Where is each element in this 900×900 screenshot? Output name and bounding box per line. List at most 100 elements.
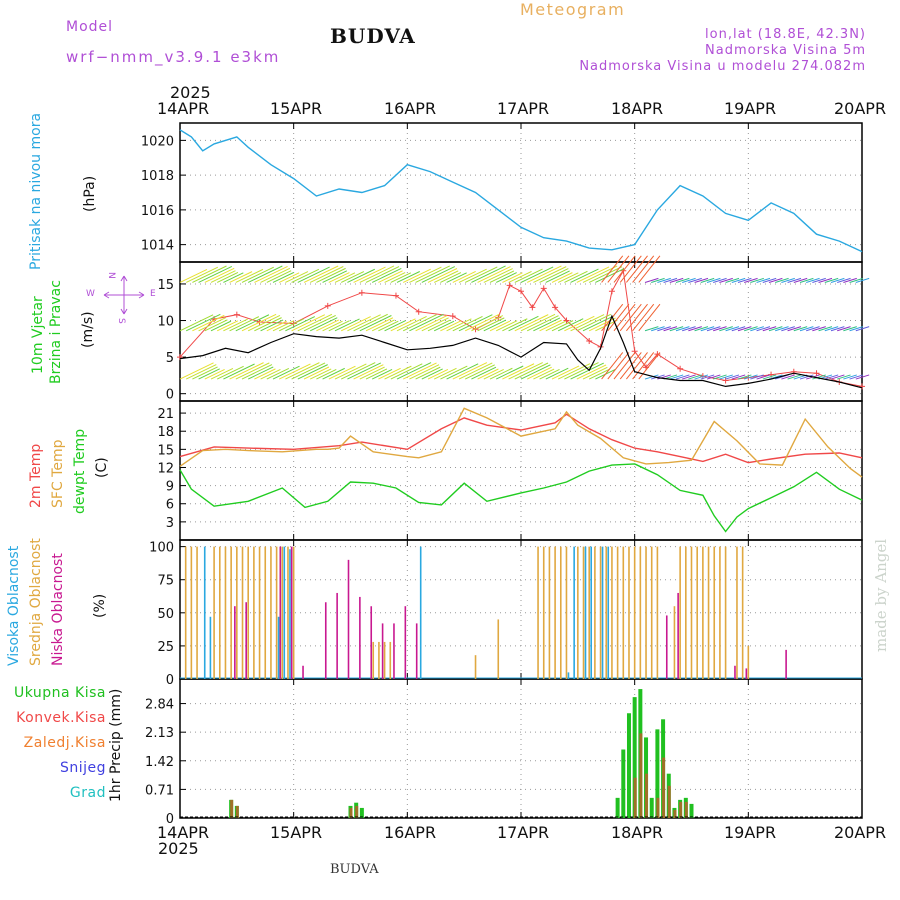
wind-barb [557,272,579,283]
gust-marker [722,377,729,384]
wind-barb [291,362,326,380]
gust-marker [358,289,365,296]
wind-barb [837,326,851,332]
wind-barb [477,266,511,283]
wind-barb [384,365,412,380]
wind-barb [713,277,727,283]
wind-barb [638,255,661,283]
wind-barb [353,364,384,380]
wind-barb [694,374,709,380]
wind-barb [799,374,814,380]
wind-barb [824,326,839,332]
wind-barb [390,318,416,332]
y-tick-label: 100 [149,541,174,556]
wind-barb [526,315,559,332]
wind-barb [533,266,567,283]
wind-barb [756,326,771,332]
wind-barb [260,267,291,283]
wind-barb [347,268,375,283]
model-name: wrf−nmm_v3.9.1 e3km [66,48,281,66]
wind-barb [762,277,777,283]
pressure-line [179,129,863,253]
wind-barb [657,277,671,283]
y-tick-label: 21 [157,407,174,422]
conv-precip-bar [639,733,643,818]
wind-barb [402,362,437,380]
wind-barb [446,363,479,380]
gust-marker [506,282,513,289]
wind-barb [303,315,336,332]
wind-barb [192,265,227,283]
gust-marker [392,292,399,299]
wind-barb [254,368,276,380]
wind-barb [179,314,214,332]
y-tick-label: 9 [166,480,174,495]
wind-barb [725,326,740,332]
wind-barb [223,363,255,380]
wind-barb [533,368,555,380]
wind-barb [588,317,616,332]
wind-barb [526,265,562,283]
wind-barb [700,326,715,332]
wind-barb [223,272,244,283]
y-tick-label: 10 [157,315,174,330]
wind-barb [185,364,217,380]
top-date-6: 20APR [834,99,887,118]
y-tick-label: 18 [157,425,174,440]
year-top: 2025 [170,83,211,102]
wind-barb [756,374,771,380]
wind-barb [378,320,399,332]
wind-barb [719,374,733,380]
bottom-date-2: 16APR [384,823,437,842]
wind-barb [241,313,277,332]
wind-barb [688,326,702,332]
gust-marker [233,311,240,318]
wind-barb [365,368,388,380]
wind-barb [613,303,636,332]
wind-barb [340,362,376,380]
wind-barb [849,374,864,380]
wind-barb [744,277,758,283]
wind-barb [409,364,440,380]
wind-barb [644,277,659,283]
wind-barb [402,314,437,332]
wind-barb [607,352,630,380]
wind-barb [551,365,580,380]
wind-barb [750,374,764,380]
wind-barb [495,320,518,332]
wind-barb [458,268,487,283]
wind-barb [626,255,648,283]
y-tick-label: 0 [166,388,174,403]
wind-barb [328,320,350,332]
legend-total-rain: Ukupna Kisa [13,685,106,701]
wind-barb [607,303,630,332]
wind-barb [787,326,802,332]
wind-barb [843,326,857,332]
wind-barb [483,319,507,332]
wind-barb [353,313,388,332]
wind-barb [185,313,221,332]
top-date-4: 18APR [611,99,664,118]
wind-barb [483,368,504,380]
y-tick-label: 1018 [141,169,174,184]
wind-barb [390,272,412,283]
wind-barb [483,268,513,283]
wind-barb [396,362,432,380]
wind-barb [682,374,696,380]
wind-barb [477,317,505,332]
dewpt-line [179,463,863,533]
wind-barb [725,277,740,283]
wind-barb [818,277,833,283]
wind-barb [458,362,493,380]
wind-barb [285,316,315,332]
wind-barb [688,277,702,283]
wind-barb [731,326,746,332]
wind-barb [278,318,304,332]
wind-barb [278,272,300,283]
conv-precip-bar [355,805,359,818]
wind-barb [433,270,459,283]
wind-barb [737,326,752,332]
wind-barb [402,268,431,283]
wind-barb [638,303,661,332]
wind-barb [421,368,443,380]
